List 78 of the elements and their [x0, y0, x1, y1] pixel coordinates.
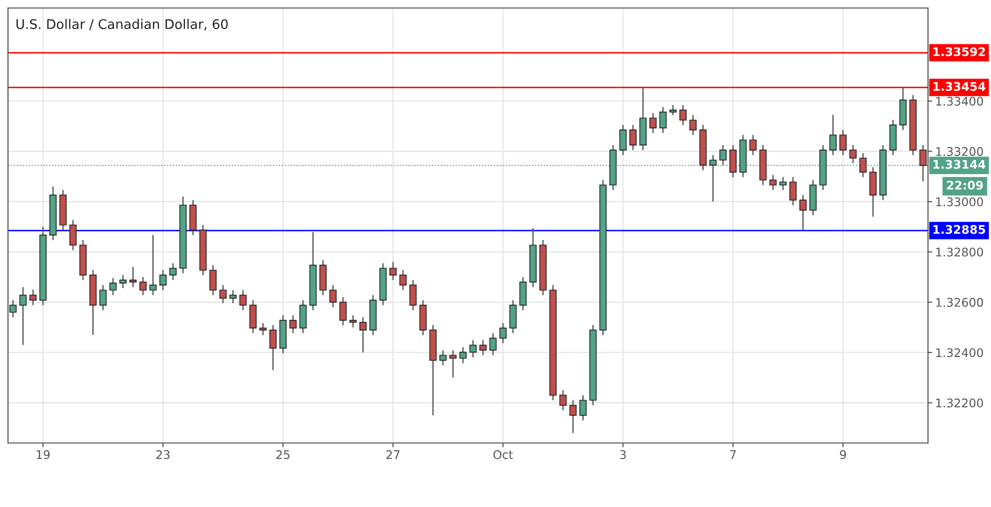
y-tick-label: 1.33000	[936, 197, 983, 206]
y-tick-label: 1.32200	[936, 398, 983, 408]
candlestick	[569, 400, 577, 434]
candlestick	[119, 274, 127, 289]
ref-line-label: 1.32885	[934, 225, 986, 234]
candlestick	[299, 300, 307, 334]
candlestick	[239, 289, 247, 311]
candlestick	[99, 284, 107, 311]
x-tick-label: Oct	[493, 450, 513, 460]
x-tick-label: 9	[840, 450, 846, 460]
ref-line-label: 1.33592	[934, 47, 985, 56]
candlestick	[479, 340, 487, 356]
candlestick	[869, 166, 877, 218]
candlestick	[509, 300, 517, 334]
candlestick	[229, 289, 237, 304]
y-tick-label: 1.33400	[936, 96, 983, 106]
candlestick	[749, 134, 757, 156]
candlestick	[719, 144, 727, 166]
y-tick-label: 1.32800	[936, 248, 983, 257]
candlestick	[339, 296, 347, 326]
candlestick	[649, 112, 657, 134]
candlestick	[259, 322, 267, 336]
x-tick-label: 7	[730, 450, 736, 459]
candlestick	[409, 279, 417, 311]
candlestick	[469, 340, 477, 358]
candlestick	[619, 124, 627, 156]
candlestick	[829, 114, 837, 156]
candlestick	[169, 262, 177, 281]
candlestick	[839, 129, 847, 156]
candlestick	[149, 234, 157, 296]
candlestick	[359, 316, 367, 354]
x-tick-label: 27	[386, 450, 400, 459]
candlestick	[689, 114, 697, 136]
candlestick	[139, 276, 147, 296]
candlestick	[859, 152, 867, 178]
candlestick	[19, 286, 27, 346]
candlestick	[389, 261, 397, 281]
candlestick	[219, 284, 227, 304]
candlestick	[329, 284, 337, 308]
candlestick	[659, 106, 667, 134]
x-tick-label: 3	[620, 450, 626, 460]
candlestick	[679, 104, 687, 126]
candlestick	[159, 269, 167, 291]
candlestick	[69, 219, 77, 251]
x-tick-label: 25	[276, 450, 290, 460]
candlestick	[669, 104, 677, 116]
candlestick	[789, 176, 797, 206]
text: U.S. Dollar / Canadian Dollar, 60	[16, 18, 228, 30]
candlestick	[449, 350, 457, 378]
candlestick	[769, 174, 777, 191]
candlestick	[209, 264, 217, 296]
candlestick	[269, 324, 277, 371]
text: 22:09	[946, 180, 983, 190]
candlestick	[129, 266, 137, 288]
candlestick	[249, 300, 257, 334]
candlestick	[729, 144, 737, 178]
candlestick	[109, 277, 117, 296]
ref-line-label: 1.33144	[934, 160, 986, 169]
candlestick	[559, 390, 567, 411]
candlestick	[779, 176, 787, 191]
candlestick	[29, 288, 37, 306]
y-tick-label: 1.32400	[936, 348, 983, 358]
candlestick	[629, 124, 637, 151]
y-tick-label: 1.33200	[936, 147, 983, 156]
ref-line-label: 1.33454	[934, 82, 986, 91]
candlestick	[499, 322, 507, 344]
candlestick	[439, 350, 447, 366]
candlestick	[399, 269, 407, 291]
y-tick-label: 1.32600	[936, 298, 983, 307]
x-tick-label: 19	[36, 450, 50, 460]
candlestick	[799, 194, 807, 232]
candlestick	[519, 276, 527, 311]
candlestick	[459, 346, 467, 364]
candlestick	[289, 314, 297, 334]
candlestick	[849, 144, 857, 164]
x-tick-label: 23	[156, 450, 170, 460]
candlestick	[579, 394, 587, 421]
candlestick	[489, 332, 497, 356]
